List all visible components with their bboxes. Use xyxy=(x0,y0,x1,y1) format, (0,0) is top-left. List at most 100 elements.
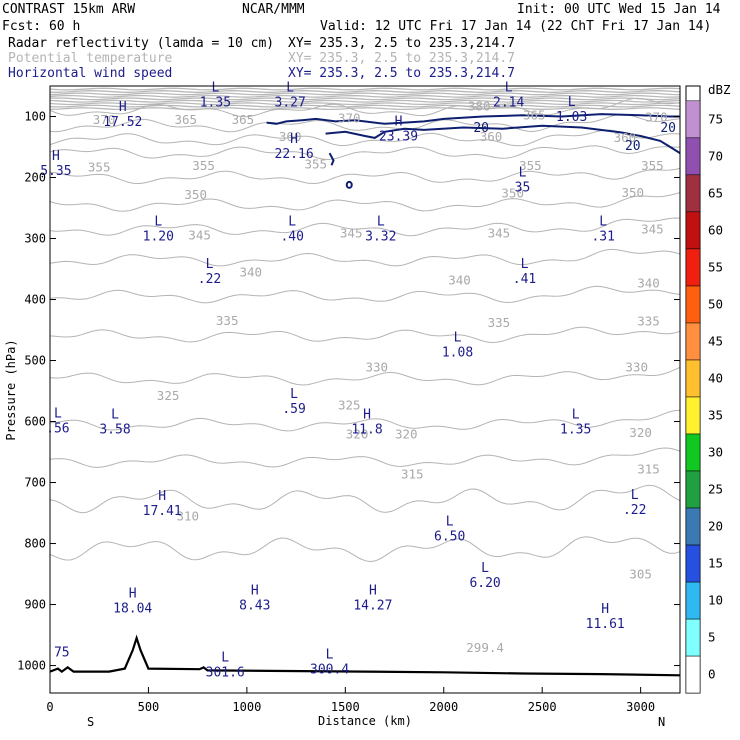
colorbar-label: 15 xyxy=(708,556,723,571)
theta-contour-300 xyxy=(49,536,681,563)
colorbar-label: 25 xyxy=(708,481,723,496)
colorbar-label: 55 xyxy=(708,259,723,274)
theta-contour-355 xyxy=(49,145,680,161)
theta-label: 325 xyxy=(338,397,361,412)
colorbar: 0 5 10 15 20 25 30 35 40 45 50 55 60 65 70 75 xyxy=(685,85,723,694)
wind-contour-20 xyxy=(266,113,680,125)
extremum-value: 2.14 xyxy=(493,95,524,110)
wind-contour-20 xyxy=(328,152,335,166)
extremum-high-letter: H xyxy=(395,115,403,130)
theta-line-strat xyxy=(49,97,681,101)
wind-contour-20 xyxy=(345,180,353,189)
south-end-label: S xyxy=(87,715,94,729)
colorbar-swatch xyxy=(685,174,701,213)
field-wind-xy: XY= 235.3, 2.5 to 235.3,214.7 xyxy=(288,66,515,81)
extremum-value: 14.27 xyxy=(353,599,392,614)
theta-label: 335 xyxy=(488,315,511,330)
extremum-low-letter: L xyxy=(454,330,462,345)
theta-contour-345 xyxy=(49,192,681,212)
colorbar-swatch xyxy=(685,618,701,657)
theta-contour-340 xyxy=(49,217,681,237)
theta-contour-365 xyxy=(49,113,681,133)
extremum-low-letter: L xyxy=(211,80,219,95)
colorbar-label: 75 xyxy=(708,111,723,126)
y-tick-label: 100 xyxy=(24,110,46,124)
terrain xyxy=(49,634,681,677)
theta-label: 350 xyxy=(622,185,645,200)
colorbar-swatch xyxy=(685,285,701,324)
theta-contour-320 xyxy=(49,366,681,386)
theta-label: 355 xyxy=(88,159,111,174)
valid-time: Valid: 12 UTC Fri 17 Jan 14 (22 ChT Fri … xyxy=(320,19,711,34)
extremum-value: 1.35 xyxy=(200,95,231,110)
y-tick-label: 300 xyxy=(24,232,46,246)
theta-line-strat xyxy=(49,99,681,103)
wind-contour-label: 20 xyxy=(473,121,489,136)
wind-contour-label: 20 xyxy=(625,139,641,154)
colorbar-swatch xyxy=(685,396,701,435)
theta-contours xyxy=(49,87,681,563)
theta-label: 340 xyxy=(240,264,263,279)
field-reflectivity-xy: XY= 235.3, 2.5 to 235.3,214.7 xyxy=(288,36,515,51)
y-tick-label: 1000 xyxy=(17,659,46,673)
extremum-high-letter: H xyxy=(601,602,609,617)
extremum-low-letter: L xyxy=(221,651,229,666)
colorbar-swatch xyxy=(685,655,701,694)
theta-contour-305 xyxy=(49,484,681,514)
theta-label: 320 xyxy=(395,427,418,442)
theta-label: 360 xyxy=(279,129,302,144)
extremum-value: 17.41 xyxy=(143,504,182,519)
theta-label: 340 xyxy=(448,272,471,287)
extremum-value: .22 xyxy=(623,503,646,518)
extremum-high-letter: H xyxy=(290,132,298,147)
colorbar-label: 35 xyxy=(708,407,723,422)
extremum-value: .22 xyxy=(198,272,221,287)
theta-contour-370 xyxy=(49,97,681,118)
theta-label: 355 xyxy=(641,158,664,173)
theta-contour-350 xyxy=(49,167,681,185)
theta-label: 360 xyxy=(614,130,637,145)
extremum-value: 11.61 xyxy=(586,617,625,632)
theta-label: 320 xyxy=(346,427,369,442)
extremum-low-letter: L xyxy=(111,407,119,422)
colorbar-swatch xyxy=(685,433,701,472)
y-tick-label: 700 xyxy=(24,476,46,490)
extremum-value: 6.50 xyxy=(434,530,465,545)
extremum-low-letter: L xyxy=(290,387,298,402)
theta-contour-360 xyxy=(49,129,681,147)
extremum-value: 3.58 xyxy=(99,422,130,437)
extremum-low-letter: L xyxy=(572,407,580,422)
extremum-value: .40 xyxy=(280,230,303,245)
theta-contour-335 xyxy=(49,248,681,267)
extremum-low-letter: L xyxy=(519,166,527,181)
y-tick-label: 400 xyxy=(24,293,46,307)
extremum-low-letter: L xyxy=(54,407,62,422)
colorbar-swatch xyxy=(685,100,701,139)
extremum-low-letter: L xyxy=(286,80,294,95)
colorbar-swatch xyxy=(685,544,701,583)
y-tick-label: 900 xyxy=(24,598,46,612)
theta-line-strat xyxy=(49,90,681,93)
theta-label: 325 xyxy=(157,388,180,403)
y-tick-label: 600 xyxy=(24,415,46,429)
y-tick-label: 500 xyxy=(24,354,46,368)
theta-label: 345 xyxy=(340,225,363,240)
extremum-value: .41 xyxy=(513,272,536,287)
init-time: Init: 00 UTC Wed 15 Jan 14 xyxy=(517,2,721,17)
model-title: CONTRAST 15km ARW xyxy=(2,2,135,17)
colorbar-unit: dBZ xyxy=(708,82,731,97)
extremum-high-letter: H xyxy=(158,489,166,504)
colorbar-swatch xyxy=(685,322,701,361)
theta-contour-325 xyxy=(49,326,681,344)
x-tick-label: 500 xyxy=(138,700,160,714)
field-theta-xy: XY= 235.3, 2.5 to 235.3,214.7 xyxy=(288,51,515,66)
extremum-value: 3.32 xyxy=(365,230,396,245)
extremum-value: 23.39 xyxy=(379,130,418,145)
colorbar-swatch xyxy=(685,137,701,176)
theta-label: 340 xyxy=(637,275,660,290)
theta-label: 380 xyxy=(468,98,491,113)
colorbar-label: 40 xyxy=(708,370,723,385)
theta-label: 365 xyxy=(175,112,198,127)
